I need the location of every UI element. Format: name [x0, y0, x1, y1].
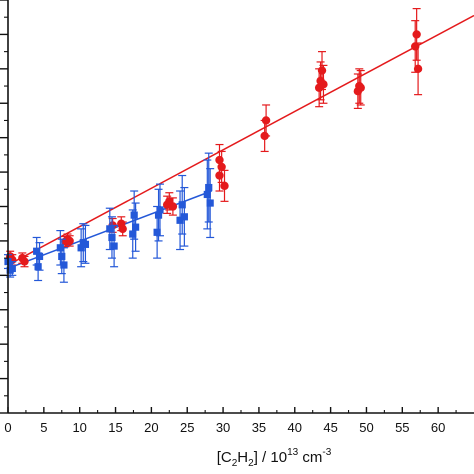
- x-tick-label: 5: [40, 420, 47, 435]
- red-data-point: [118, 221, 127, 237]
- blue-square-marker: [132, 223, 140, 231]
- blue-data-point: [131, 202, 140, 252]
- blue-square-marker: [108, 233, 116, 242]
- blue-square-marker: [106, 225, 114, 233]
- blue-data-point: [81, 224, 90, 264]
- red-data-point: [319, 64, 328, 104]
- red-circle-marker: [118, 224, 127, 234]
- red-data-point: [412, 8, 421, 61]
- blue-square-marker: [130, 211, 138, 219]
- red-circle-marker: [411, 42, 420, 51]
- blue-data-point: [180, 186, 189, 247]
- red-circle-marker: [220, 181, 229, 191]
- blue-square-marker: [153, 228, 161, 236]
- blue-square-marker: [154, 211, 163, 219]
- blue-square-marker: [176, 216, 184, 224]
- x-tick-label: 10: [72, 420, 86, 435]
- data-points: [4, 8, 423, 283]
- blue-data-point: [178, 174, 187, 235]
- x-axis-title-part: 13: [287, 447, 299, 458]
- blue-square-marker: [77, 244, 85, 252]
- x-tick-label: 50: [359, 420, 373, 435]
- x-axis-title-part: -3: [322, 447, 331, 458]
- axis-ticks: 0 5 10 15 20 25 30 35 40 45 50 55 60: [0, 0, 457, 435]
- red-circle-marker: [168, 202, 178, 211]
- x-tick-label: 60: [431, 420, 445, 435]
- red-circle-marker: [261, 116, 271, 125]
- red-data-point: [356, 69, 365, 106]
- x-axis-title-part: ] / 10: [254, 449, 287, 466]
- red-circle-marker: [413, 64, 423, 74]
- red-data-point: [168, 197, 178, 216]
- blue-square-marker: [58, 252, 66, 261]
- red-circle-marker: [317, 66, 327, 75]
- axes: 0 5 10 15 20 25 30 35 40 45 50 55 60: [0, 0, 474, 435]
- x-axis-title-part: cm: [298, 449, 322, 466]
- red-circle-marker: [65, 236, 74, 246]
- x-tick-label: 0: [4, 420, 11, 435]
- blue-square-marker: [178, 201, 186, 209]
- blue-square-marker: [81, 240, 90, 248]
- red-circle-marker: [356, 83, 365, 92]
- red-circle-marker: [20, 257, 29, 266]
- blue-data-point: [206, 168, 215, 239]
- x-tick-label: 25: [180, 420, 194, 435]
- red-data-point: [65, 235, 74, 247]
- blue-data-point: [8, 260, 17, 276]
- red-fit-line: [7, 14, 474, 266]
- blue-data-point: [130, 190, 139, 240]
- blue-square-marker: [110, 242, 118, 250]
- x-axis-title: [C2​H2​] / 1013​ cm-3​: [217, 447, 332, 469]
- x-tick-label: 20: [144, 420, 158, 435]
- x-axis-title-part: [C: [217, 449, 232, 466]
- red-data-point: [217, 150, 226, 184]
- red-circle-marker: [215, 171, 224, 180]
- red-data-point: [20, 255, 29, 268]
- blue-square-marker: [129, 230, 137, 238]
- x-tick-label: 55: [395, 420, 409, 435]
- blue-square-marker: [8, 264, 16, 273]
- x-tick-label: 35: [252, 420, 266, 435]
- red-data-point: [261, 104, 271, 137]
- red-circle-marker: [412, 30, 421, 39]
- blue-data-point: [155, 183, 164, 237]
- blue-square-marker: [34, 263, 42, 271]
- x-axis-title-part: 2: [232, 458, 238, 469]
- red-circle-marker: [319, 80, 328, 89]
- blue-data-point: [59, 247, 68, 283]
- x-tick-label: 30: [216, 420, 230, 435]
- blue-data-point: [204, 152, 213, 223]
- blue-square-marker: [203, 190, 211, 199]
- red-circle-marker: [217, 162, 226, 172]
- blue-square-marker: [33, 247, 41, 255]
- blue-data-point: [154, 188, 163, 242]
- blue-square-marker: [35, 252, 44, 261]
- x-tick-label: 15: [108, 420, 122, 435]
- blue-data-point: [110, 224, 119, 268]
- blue-data-point: [35, 242, 44, 271]
- blue-square-marker: [156, 206, 164, 214]
- blue-square-marker: [205, 183, 213, 192]
- x-axis-title-part: H: [237, 449, 248, 466]
- blue-square-marker: [180, 213, 188, 221]
- red-data-point: [413, 42, 423, 96]
- x-tick-label: 40: [288, 420, 302, 435]
- red-data-point: [220, 169, 229, 202]
- blue-square-marker: [60, 261, 68, 269]
- x-tick-label: 45: [323, 420, 337, 435]
- x-axis-title-part: 2: [248, 458, 254, 469]
- fit-lines: [7, 14, 474, 270]
- blue-square-marker: [206, 199, 214, 207]
